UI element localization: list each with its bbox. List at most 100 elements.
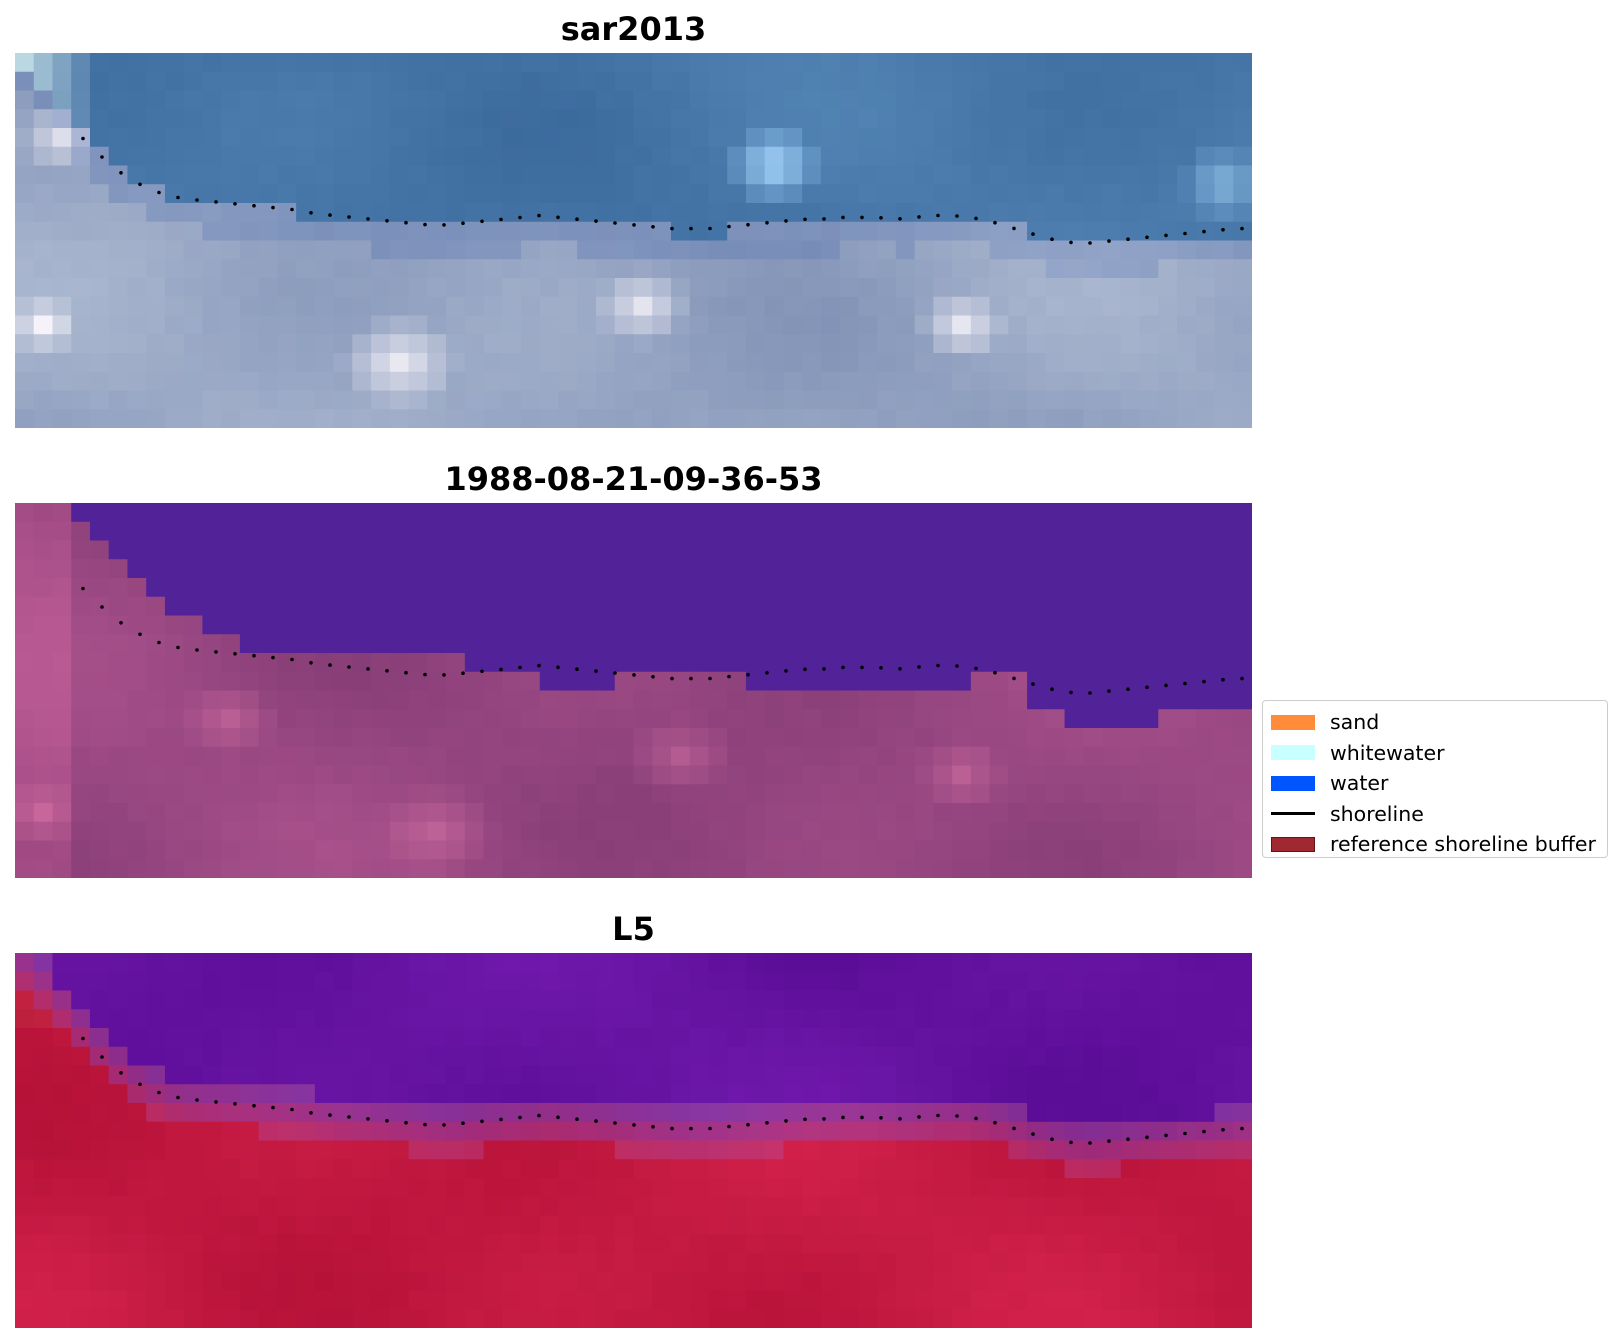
classification-pixel bbox=[258, 803, 278, 823]
rgb-image-pixel bbox=[258, 240, 278, 260]
classification-pixel bbox=[502, 803, 522, 823]
classification-pixel bbox=[895, 540, 916, 560]
index-image-pixel bbox=[858, 1178, 878, 1198]
index-image-pixel bbox=[614, 1084, 635, 1104]
index-image-pixel bbox=[127, 1046, 147, 1067]
rgb-image-pixel bbox=[914, 296, 934, 317]
classification-pixel bbox=[633, 859, 653, 878]
index-image-pixel bbox=[989, 1215, 1009, 1235]
index-image-pixel bbox=[89, 1178, 110, 1198]
index-image-pixel bbox=[652, 1084, 672, 1104]
index-image-pixel bbox=[183, 1009, 204, 1029]
classification-pixel bbox=[202, 784, 222, 804]
classification-pixel bbox=[877, 784, 897, 804]
index-image-pixel bbox=[1214, 1009, 1234, 1029]
rgb-image-pixel bbox=[89, 278, 110, 298]
rgb-image-pixel bbox=[258, 128, 278, 148]
rgb-image-pixel bbox=[446, 296, 466, 317]
rgb-image-pixel bbox=[877, 53, 897, 73]
index-image-pixel bbox=[1008, 1046, 1028, 1067]
classification-pixel bbox=[1177, 803, 1197, 823]
classification-pixel bbox=[52, 615, 72, 635]
index-image-pixel bbox=[1083, 1084, 1103, 1104]
index-image-pixel bbox=[802, 1028, 822, 1048]
shoreline-dot bbox=[81, 1036, 85, 1041]
index-image-pixel bbox=[745, 1065, 766, 1085]
index-image-pixel bbox=[164, 990, 185, 1010]
classification-pixel bbox=[858, 765, 878, 785]
index-image-pixel bbox=[389, 1009, 410, 1029]
index-image-pixel bbox=[1083, 1215, 1103, 1235]
classification-pixel bbox=[1158, 690, 1178, 710]
rgb-image-pixel bbox=[127, 259, 147, 279]
index-image-pixel bbox=[1177, 1159, 1197, 1179]
index-image-pixel bbox=[15, 1178, 35, 1198]
index-image-pixel bbox=[183, 1140, 204, 1160]
index-image-pixel bbox=[539, 1009, 560, 1029]
legend-item-sand: sand bbox=[1263, 707, 1607, 738]
classification-pixel bbox=[539, 803, 560, 823]
classification-pixel bbox=[1045, 803, 1066, 823]
classification-pixel bbox=[1214, 653, 1234, 673]
classification-pixel bbox=[1177, 765, 1197, 785]
rgb-image-pixel bbox=[1008, 315, 1028, 335]
classification-pixel bbox=[1027, 578, 1047, 598]
rgb-image-pixel bbox=[895, 128, 916, 148]
rgb-image-pixel bbox=[352, 259, 372, 279]
rgb-image-pixel bbox=[858, 315, 878, 335]
rgb-image-pixel bbox=[727, 409, 747, 428]
index-image-pixel bbox=[633, 1009, 653, 1029]
classification-pixel bbox=[783, 784, 803, 804]
rgb-image-pixel bbox=[670, 334, 691, 354]
rgb-image-pixel bbox=[1195, 90, 1216, 110]
rgb-image-pixel bbox=[146, 71, 166, 92]
classification-pixel bbox=[670, 578, 691, 598]
classification-pixel bbox=[1102, 596, 1122, 617]
classification-pixel bbox=[933, 690, 953, 710]
classification-pixel bbox=[596, 615, 616, 635]
index-image-pixel bbox=[858, 1065, 878, 1085]
index-image-pixel bbox=[989, 1046, 1009, 1067]
classification-pixel bbox=[895, 634, 916, 654]
classification-pixel bbox=[333, 803, 353, 823]
index-image-pixel bbox=[258, 1196, 278, 1217]
rgb-image-pixel bbox=[614, 165, 635, 185]
rgb-image-pixel bbox=[1064, 259, 1084, 279]
index-image-pixel bbox=[877, 1178, 897, 1198]
shoreline-dot bbox=[480, 669, 484, 674]
rgb-image-pixel bbox=[802, 390, 822, 410]
index-image-pixel bbox=[989, 990, 1009, 1010]
classification-pixel bbox=[745, 634, 766, 654]
rgb-image-pixel bbox=[464, 203, 485, 223]
rgb-image-pixel bbox=[727, 128, 747, 148]
classification-pixel bbox=[652, 634, 672, 654]
index-image-pixel bbox=[202, 990, 222, 1010]
rgb-image-pixel bbox=[1177, 409, 1197, 428]
index-image-pixel bbox=[146, 1309, 166, 1328]
index-image-pixel bbox=[1008, 1103, 1028, 1123]
rgb-image-pixel bbox=[464, 165, 485, 185]
rgb-image-pixel bbox=[989, 390, 1009, 410]
classification-pixel bbox=[689, 634, 710, 654]
index-image-pixel bbox=[670, 1196, 691, 1217]
classification-pixel bbox=[1177, 709, 1197, 729]
classification-pixel bbox=[127, 840, 147, 860]
index-image-pixel bbox=[427, 1290, 447, 1310]
classification-pixel bbox=[1027, 559, 1047, 579]
classification-pixel bbox=[745, 503, 766, 523]
classification-pixel bbox=[371, 728, 391, 748]
classification-pixel bbox=[446, 615, 466, 635]
rgb-image-pixel bbox=[502, 390, 522, 410]
index-image-pixel bbox=[164, 1290, 185, 1310]
rgb-image-pixel bbox=[1214, 184, 1234, 204]
index-image-pixel bbox=[164, 1253, 185, 1273]
classification-pixel bbox=[464, 559, 485, 579]
index-image-pixel bbox=[146, 1084, 166, 1104]
classification-pixel bbox=[502, 671, 522, 692]
rgb-image-pixel bbox=[1158, 240, 1178, 260]
classification-pixel bbox=[1233, 709, 1252, 729]
classification-pixel bbox=[1233, 671, 1252, 692]
classification-pixel bbox=[239, 859, 260, 878]
index-image-pixel bbox=[1214, 1046, 1234, 1067]
classification-pixel bbox=[371, 540, 391, 560]
